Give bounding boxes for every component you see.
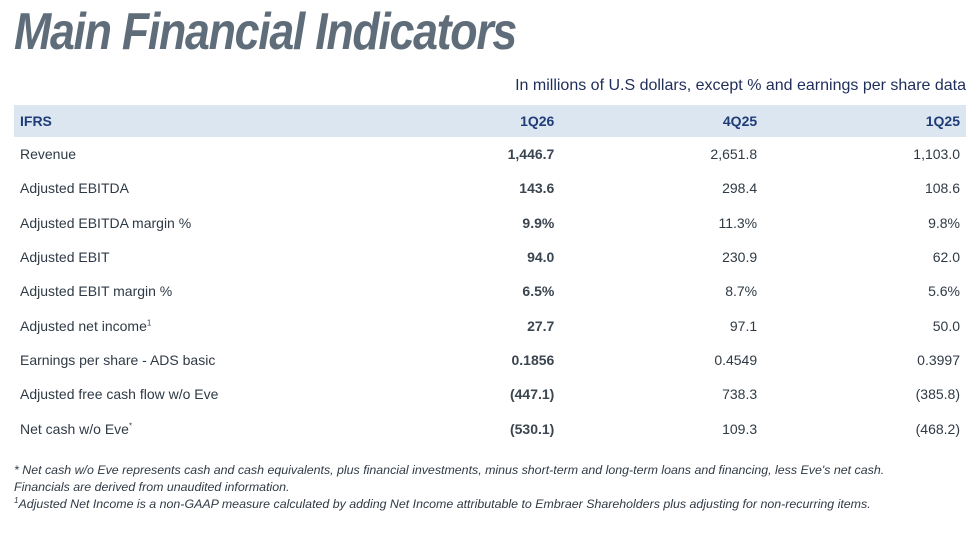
row-label: Net cash w/o Eve* [14,411,358,445]
value-cell-1q26: 94.0 [527,249,555,266]
row-label: Adjusted free cash flow w/o Eve [14,377,358,411]
table-header-row: IFRS 1Q26 4Q25 1Q25 [14,105,966,137]
value-cell-1q25: 0.3997 [917,351,960,368]
header-ifrs: IFRS [20,113,52,129]
value-cell-1q25: 108.6 [924,180,960,197]
value-cell-1q26: 143.6 [519,180,555,197]
row-label-marker: * [128,420,133,430]
value-cell-1q26: 9.9% [522,214,555,231]
row-label: Earnings per share - ADS basic [14,343,358,377]
row-label-marker: 1 [146,317,152,327]
financial-indicators-table: IFRS 1Q26 4Q25 1Q25 Revenue 1,446.7 2,651.… [14,105,966,446]
row-label: Adjusted net income1 [14,308,358,342]
row-label: Adjusted EBITDA [14,171,358,205]
table-row: Adjusted EBITDA margin % 9.9% 11.3% 9.8% [14,206,966,240]
header-1q25: 1Q25 [925,113,960,129]
header-4q25: 4Q25 [722,113,758,129]
value-cell-4q25: 738.3 [722,386,758,403]
page-title: Main Financial Indicators [14,3,517,61]
row-label-text: Adjusted EBITDA margin % [20,214,192,231]
table-row: Adjusted free cash flow w/o Eve (447.1) 73… [14,377,966,411]
value-cell-1q26: (447.1) [509,386,555,403]
value-cell-1q25: 5.6% [928,283,960,300]
row-label-text: Earnings per share - ADS basic [20,351,216,368]
table-row: Net cash w/o Eve* (530.1) 109.3 (468.2) [14,411,966,445]
value-cell-1q26: 27.7 [527,317,555,334]
table-row: Adjusted EBITDA 143.6 298.4 108.6 [14,171,966,205]
value-cell-1q26: 6.5% [522,283,555,300]
value-cell-1q25: (468.2) [915,420,960,437]
value-cell-4q25: 0.4549 [714,351,758,368]
row-label: Adjusted EBITDA margin % [14,206,358,240]
value-cell-1q25: 1,103.0 [913,146,960,163]
row-label-text: Adjusted EBIT [20,249,110,266]
value-cell-1q26: 1,446.7 [507,146,555,163]
value-cell-1q26: 0.1856 [511,351,555,368]
value-cell-4q25: 97.1 [729,317,758,334]
row-label-text: Revenue [20,146,77,163]
row-label: Revenue [14,137,358,171]
footnote-adjusted-net-income-text: Adjusted Net Income is a non-GAAP measur… [18,497,871,511]
row-label: Adjusted EBIT margin % [14,274,358,308]
row-label-text: Adjusted net income [20,317,147,334]
value-cell-4q25: 8.7% [725,283,758,300]
footnote-unaudited: Financials are derived from unaudited in… [14,480,290,494]
value-cell-4q25: 230.9 [722,249,758,266]
value-cell-4q25: 11.3% [718,214,758,231]
value-cell-1q25: 62.0 [932,249,960,266]
footnote-adjusted-net-income: 1Adjusted Net Income is a non-GAAP measu… [14,496,969,513]
row-label: Adjusted EBIT [14,240,358,274]
row-label-text: Adjusted EBIT margin % [20,283,173,300]
table-row: Earnings per share - ADS basic 0.1856 0.45… [14,343,966,377]
table-row: Adjusted EBIT margin % 6.5% 8.7% 5.6% [14,274,966,308]
value-cell-1q25: (385.8) [915,386,960,403]
value-cell-1q25: 9.8% [928,214,960,231]
footnote-marker: 1 [14,495,19,505]
footnote-net-cash: * Net cash w/o Eve represents cash and c… [14,463,885,477]
table-row: Revenue 1,446.7 2,651.8 1,103.0 [14,137,966,171]
value-cell-1q25: 50.0 [932,317,960,334]
table-row: Adjusted EBIT 94.0 230.9 62.0 [14,240,966,274]
value-cell-4q25: 109.3 [722,420,758,437]
units-subtitle: In millions of U.S dollars, except % and… [515,77,966,94]
row-label-text: Net cash w/o Eve [20,420,129,437]
value-cell-4q25: 298.4 [722,180,758,197]
header-1q26: 1Q26 [520,113,555,129]
row-label-text: Adjusted EBITDA [20,180,129,197]
table-row: Adjusted net income1 27.7 97.1 50.0 [14,308,966,342]
value-cell-1q26: (530.1) [509,420,555,437]
row-label-text: Adjusted free cash flow w/o Eve [20,386,219,403]
footnotes: * Net cash w/o Eve represents cash and c… [14,462,969,513]
value-cell-4q25: 2,651.8 [710,146,758,163]
